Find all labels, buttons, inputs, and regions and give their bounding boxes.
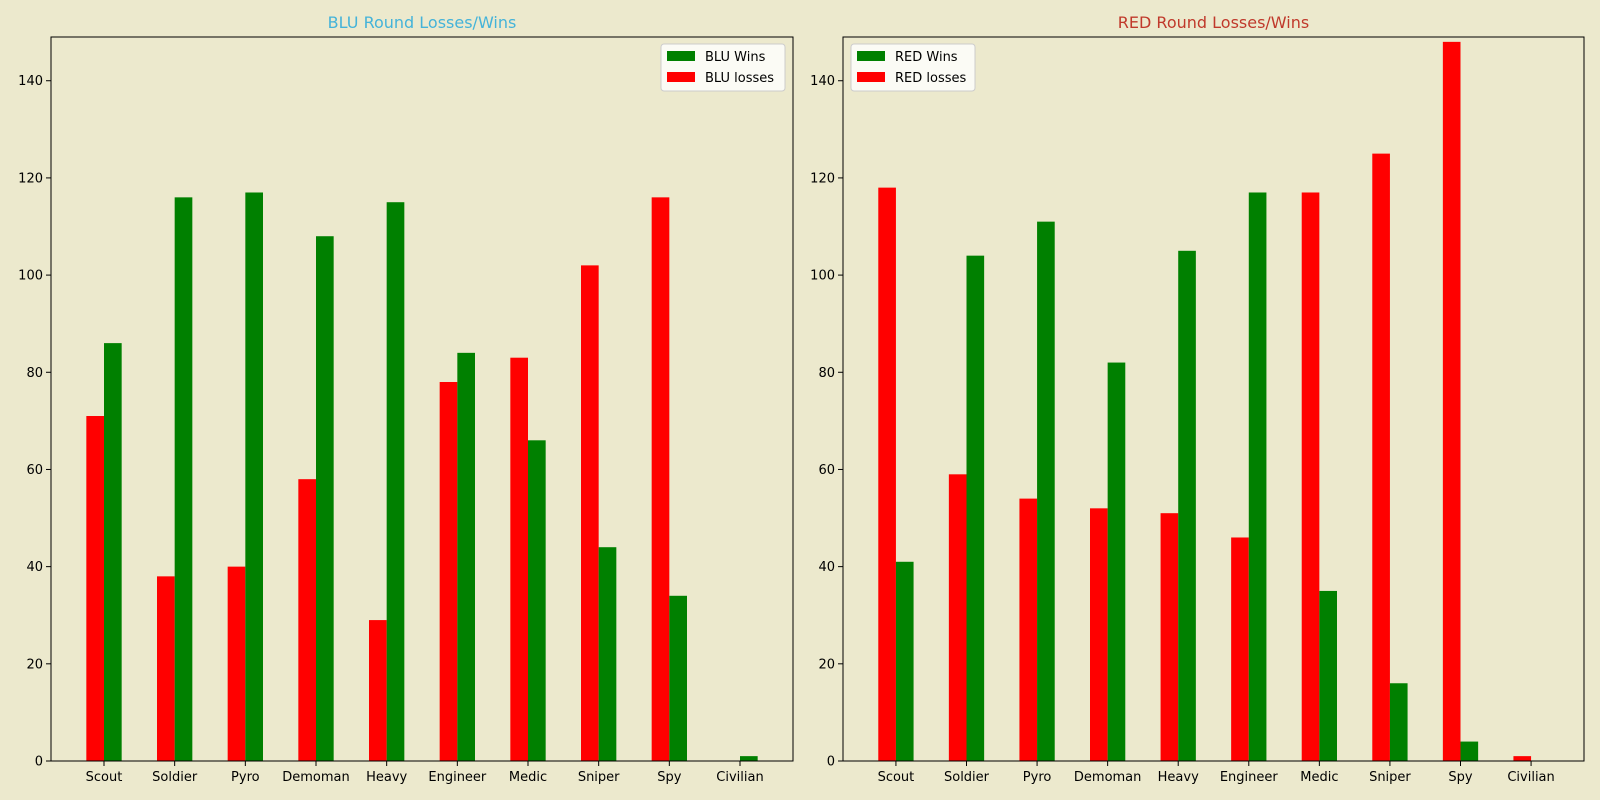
red-losses-bar-spy (1442, 41, 1461, 761)
blu-wins-bar-civilian (740, 756, 758, 761)
red-losses-bar-civilian (1513, 756, 1532, 761)
red-wins-bar-heavy (1178, 250, 1196, 762)
blu-wins-bar-heavy (386, 202, 405, 761)
red-wins-bar-engineer (1248, 192, 1267, 761)
red-losses-bar-demoman (1090, 508, 1108, 761)
red-wins-bar-soldier (966, 255, 985, 761)
blu-x-tick-label: Scout (86, 770, 123, 785)
blu-y-tick-label: 100 (18, 269, 43, 284)
blu-wins-bar-demoman (316, 236, 334, 761)
blu-x-tick-label: Heavy (366, 770, 407, 785)
red-x-tick-label: Heavy (1158, 770, 1199, 785)
blu-y-tick-label: 0 (35, 755, 43, 770)
red-x-tick-label: Soldier (944, 770, 990, 785)
blu-losses-bar-pyro (227, 566, 246, 761)
red-losses-bar-engineer (1231, 537, 1249, 761)
red-wins-bar-demoman (1107, 362, 1126, 761)
blu-x-tick-label: Demoman (282, 770, 350, 785)
blu-y-tick-label: 60 (26, 463, 43, 478)
blu-x-tick-label: Engineer (428, 770, 487, 785)
red-y-tick-label: 120 (810, 171, 835, 186)
blu-y-tick-label: 140 (18, 74, 43, 89)
red-x-tick-label: Sniper (1369, 770, 1411, 785)
blu-x-tick-label: Medic (509, 770, 547, 785)
blu-legend-label: BLU losses (705, 71, 774, 86)
blu-losses-bar-heavy (369, 620, 387, 761)
blu-wins-bar-pyro (245, 192, 263, 761)
red-x-tick-label: Demoman (1074, 770, 1142, 785)
red-axes-frame (842, 36, 1585, 762)
red-legend-swatch (857, 51, 885, 61)
blu-legend-swatch (667, 51, 695, 61)
blu-y-tick-label: 40 (26, 560, 43, 575)
blu-chart-title: BLU Round Losses/Wins (328, 13, 517, 32)
blu-losses-bar-spy (651, 197, 670, 761)
blu-wins-bar-sniper (598, 547, 617, 761)
blu-losses-bar-medic (510, 357, 528, 761)
red-y-tick-label: 140 (810, 74, 835, 89)
blu-axes-frame (50, 36, 794, 762)
red-y-tick-label: 0 (827, 755, 835, 770)
blu-losses-bar-soldier (157, 576, 175, 761)
red-wins-bar-medic (1319, 590, 1337, 761)
blu-x-tick-label: Pyro (231, 770, 260, 785)
red-losses-bar-medic (1301, 192, 1320, 761)
red-x-tick-label: Spy (1448, 770, 1473, 785)
blu-losses-bar-demoman (298, 479, 316, 761)
red-losses-bar-soldier (948, 474, 967, 761)
blu-losses-bar-engineer (439, 381, 458, 761)
blu-wins-bar-soldier (174, 197, 193, 761)
blu-wins-bar-spy (669, 595, 687, 761)
blu-losses-bar-sniper (581, 265, 599, 761)
blu-legend-label: BLU Wins (705, 50, 766, 65)
red-chart-title: RED Round Losses/Wins (1118, 13, 1309, 32)
blu-y-tick-label: 80 (26, 366, 43, 381)
blu-x-tick-label: Civilian (716, 770, 763, 785)
blu-y-tick-label: 20 (26, 657, 43, 672)
blu-x-tick-label: Spy (657, 770, 682, 785)
red-x-tick-label: Pyro (1023, 770, 1052, 785)
red-x-tick-label: Engineer (1220, 770, 1279, 785)
blu-y-tick-label: 120 (18, 171, 43, 186)
red-y-tick-label: 100 (810, 269, 835, 284)
blu-chart-panel: BLU Round Losses/Wins 0 20 40 60 80 100 120 140 S… (18, 13, 794, 785)
red-legend-label: RED losses (895, 71, 966, 86)
red-losses-bar-pyro (1019, 498, 1038, 761)
blu-wins-bar-medic (528, 440, 546, 761)
red-wins-bar-spy (1460, 741, 1479, 761)
red-losses-bar-sniper (1372, 153, 1390, 762)
red-y-tick-label: 80 (818, 366, 835, 381)
red-wins-bar-pyro (1037, 221, 1055, 762)
blu-x-tick-label: Soldier (152, 770, 198, 785)
blu-legend-swatch (667, 72, 695, 82)
red-y-tick-label: 40 (818, 560, 835, 575)
blu-x-tick-label: Sniper (578, 770, 620, 785)
red-losses-bar-scout (878, 187, 896, 762)
blu-wins-bar-scout (104, 343, 122, 761)
blu-losses-bar-scout (86, 416, 104, 761)
red-legend-swatch (857, 72, 885, 82)
red-chart-panel: RED Round Losses/Wins 0 20 40 60 80 100 120 140 S… (810, 13, 1585, 785)
blu-wins-bar-engineer (457, 352, 475, 761)
red-x-tick-label: Medic (1300, 770, 1338, 785)
red-wins-bar-sniper (1389, 683, 1408, 761)
red-y-tick-label: 60 (818, 463, 835, 478)
red-x-tick-label: Civilian (1507, 770, 1554, 785)
red-x-tick-label: Scout (878, 770, 915, 785)
red-losses-bar-heavy (1160, 513, 1179, 761)
red-wins-bar-scout (895, 561, 914, 761)
red-legend-label: RED Wins (895, 50, 958, 65)
red-y-tick-label: 20 (818, 657, 835, 672)
